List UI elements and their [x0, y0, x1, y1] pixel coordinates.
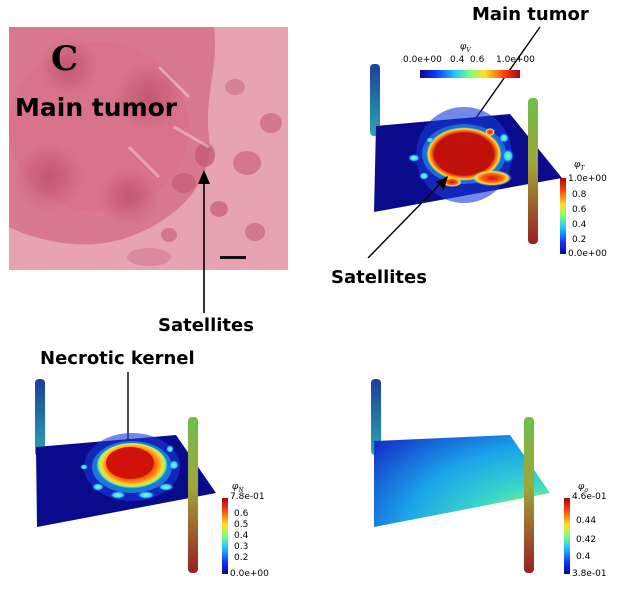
panel-letter: C — [51, 39, 79, 79]
phi-t-tick-1: 0.8 — [572, 190, 587, 200]
phi-n-tick-2: 0.5 — [234, 520, 249, 530]
sim-satellites-label: Satellites — [331, 267, 427, 288]
scale-bar — [220, 256, 246, 259]
phi-n-colorbar: φN 7.8e-01 0.6 0.5 0.4 0.3 0.2 0.0e+00 — [218, 482, 278, 582]
phi-sigma-tick-0: 4.6e-01 — [572, 492, 607, 502]
phi-t-colorbar-bar — [560, 178, 566, 254]
satellites-arrow — [198, 170, 210, 313]
phi-t-tick-0: 1.0e+00 — [568, 174, 607, 184]
phi-sigma-tick-3: 0.4 — [576, 552, 591, 562]
phi-sigma-tick-4: 3.8e-01 — [572, 569, 607, 579]
phi-n-tick-5: 0.2 — [234, 553, 249, 563]
sim-necrotic-scene — [35, 379, 216, 573]
phi-sigma-tick-2: 0.42 — [576, 535, 597, 545]
phi-v-mid-2: 0.6 — [470, 55, 485, 65]
sim-satellites-arrow — [367, 176, 448, 259]
phi-t-tick-2: 0.6 — [572, 205, 587, 215]
phi-n-tick-6: 0.0e+00 — [230, 569, 269, 579]
phi-t-colorbar: φT 1.0e+00 0.8 0.6 0.4 0.2 0.0e+00 — [556, 160, 616, 260]
satellites-label: Satellites — [158, 315, 254, 336]
phi-v-title: φV — [460, 42, 471, 54]
phi-v-max: 1.0e+00 — [496, 55, 535, 65]
phi-v-mid-1: 0.4 — [450, 55, 465, 65]
phi-n-tick-3: 0.4 — [234, 531, 249, 541]
main-tumor-label: Main tumor — [15, 93, 178, 122]
phi-t-tick-5: 0.0e+00 — [568, 249, 607, 259]
phi-t-title: φT — [574, 160, 585, 172]
histology-panel: C Main tumor — [9, 27, 288, 270]
phi-n-tick-0: 7.8e-01 — [230, 492, 265, 502]
necrotic-kernel-label: Necrotic kernel — [40, 348, 195, 369]
phi-n-title: φN — [232, 482, 244, 494]
sim-nutrient-scene — [371, 379, 550, 573]
phi-sigma-tick-1: 0.44 — [576, 516, 597, 526]
phi-n-tick-4: 0.3 — [234, 542, 249, 552]
phi-t-tick-3: 0.4 — [572, 220, 587, 230]
phi-n-colorbar-bar — [222, 498, 228, 574]
sim-main-tumor-label: Main tumor — [472, 4, 589, 25]
phi-sigma-colorbar: φσ 4.6e-01 0.44 0.42 0.4 3.8e-01 — [560, 482, 620, 582]
phi-t-tick-4: 0.2 — [572, 235, 587, 245]
phi-n-tick-1: 0.6 — [234, 509, 249, 519]
phi-sigma-colorbar-bar — [564, 498, 570, 574]
phi-v-colorbar: φV 0.0e+00 0.4 0.6 1.0e+00 — [398, 42, 538, 82]
sim-viable-scene — [370, 64, 562, 244]
phi-v-colorbar-bar — [420, 70, 520, 78]
phi-v-min: 0.0e+00 — [403, 55, 442, 65]
histology-image — [9, 27, 288, 270]
phi-sigma-title: φσ — [578, 482, 589, 494]
